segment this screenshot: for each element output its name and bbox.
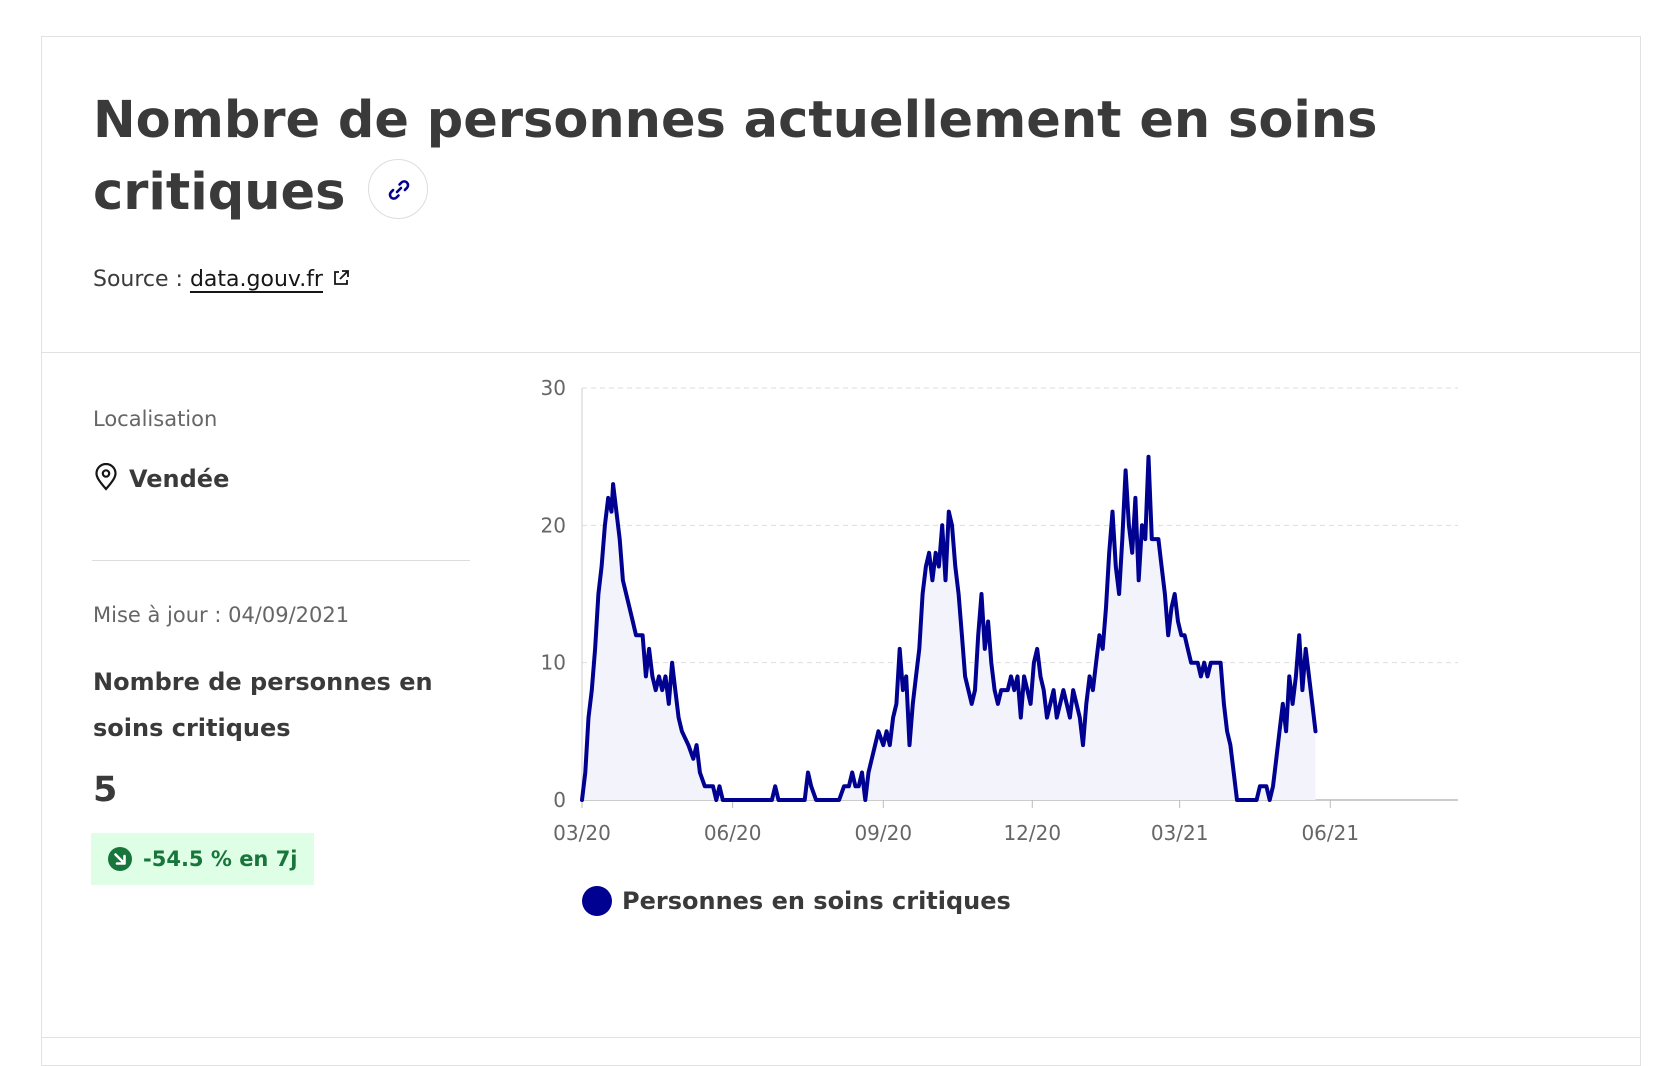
legend-marker	[582, 886, 612, 916]
x-tick-label: 03/21	[1151, 821, 1209, 845]
metric-label: Nombre de personnes en soins critiques	[93, 668, 433, 742]
update-date: Mise à jour : 04/09/2021	[93, 603, 350, 627]
location-divider	[92, 560, 470, 561]
trend-badge: -54.5 % en 7j	[91, 833, 314, 885]
y-tick-label: 30	[541, 376, 566, 400]
source-label: Source :	[93, 267, 183, 292]
chart-card: Nombre de personnes actuellement en soin…	[41, 36, 1641, 1066]
x-tick-label: 03/20	[553, 821, 611, 845]
x-tick-label: 12/20	[1003, 821, 1061, 845]
location-name: Vendée	[129, 465, 230, 493]
critical-care-chart: 0 10 20 30 03/20 06/20 09/20 12/20 03/21 06/21	[541, 376, 1458, 845]
map-pin-icon	[95, 462, 117, 491]
series-area	[582, 456, 1316, 800]
series-line	[580, 454, 1318, 802]
metric-value: 5	[93, 770, 118, 810]
chart-legend[interactable]: Personnes en soins critiques	[582, 886, 1011, 916]
external-link-icon	[334, 270, 349, 285]
arrow-down-right-icon	[108, 847, 132, 871]
x-tick-label: 09/20	[854, 821, 912, 845]
link-icon	[388, 180, 409, 200]
page-title: Nombre de personnes actuellement en soin…	[93, 85, 1393, 229]
y-tick-label: 10	[541, 651, 566, 675]
source-link-text: data.gouv.fr	[189, 267, 323, 292]
location-label: Localisation	[93, 407, 218, 431]
card-bottom-divider	[42, 1037, 1640, 1038]
x-tick-label: 06/21	[1301, 821, 1359, 845]
title-text: Nombre de personnes actuellement en soin…	[93, 91, 1378, 222]
source-line: Source : data.gouv.fr	[93, 267, 351, 292]
x-tick-label: 06/20	[704, 821, 762, 845]
legend-label: Personnes en soins critiques	[622, 887, 1011, 915]
y-tick-label: 0	[553, 788, 566, 812]
trend-text: -54.5 % en 7j	[143, 847, 298, 871]
y-tick-label: 20	[541, 513, 566, 537]
header-divider	[42, 352, 1640, 353]
location-value[interactable]: Vendée	[93, 462, 230, 494]
source-link[interactable]: data.gouv.fr	[190, 267, 351, 292]
copy-link-button[interactable]	[367, 159, 428, 219]
